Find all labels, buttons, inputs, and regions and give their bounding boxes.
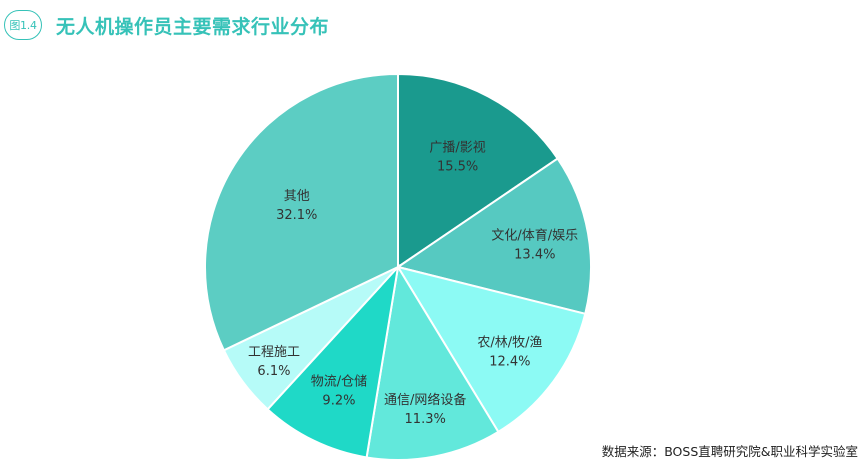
slice-value-label: 9.2%: [322, 394, 355, 409]
chart-title: 无人机操作员主要需求行业分布: [56, 15, 330, 38]
pie-labels: 广播/影视 15.5% 文化/体育/娱乐 13.4% 农/林/牧/渔 12.4% 通信/网络…: [248, 140, 578, 427]
slice-category-label: 文化/体育/娱乐: [491, 228, 578, 244]
data-source-note: 数据来源：BOSS直聘研究院&职业科学实验室: [601, 444, 858, 459]
pie-slice: [266, 263, 400, 459]
pie-slice: [204, 72, 399, 352]
slice-category-label: 其他: [284, 189, 310, 204]
slice-category-label: 工程施工: [248, 345, 300, 360]
slice-value-label: 13.4%: [514, 248, 555, 263]
slice-category-label: 通信/网络设备: [384, 392, 466, 408]
pie-slice: [397, 72, 560, 269]
slice-value-label: 11.3%: [405, 412, 446, 427]
slice-category-label: 农/林/牧/渔: [477, 335, 542, 350]
figure-number-badge: 图1.4: [4, 10, 42, 40]
slice-value-label: 15.5%: [437, 159, 478, 174]
chart-header: 图1.4 无人机操作员主要需求行业分布: [4, 8, 329, 42]
slice-value-label: 32.1%: [276, 208, 317, 223]
slice-value-label: 12.4%: [489, 354, 530, 369]
slice-category-label: 广播/影视: [429, 140, 485, 155]
pie-slice: [365, 264, 500, 461]
slice-value-label: 6.1%: [257, 364, 290, 379]
slice-category-label: 物流/仓储: [311, 375, 367, 390]
pie-slices: [204, 72, 592, 461]
pie-slice: [395, 265, 587, 434]
pie-slice: [395, 157, 592, 316]
